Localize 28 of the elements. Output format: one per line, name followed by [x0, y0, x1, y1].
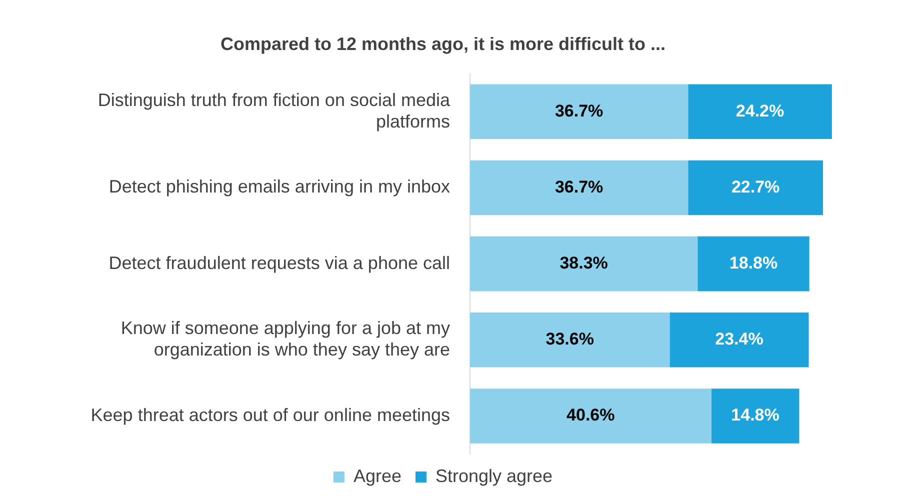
bar: [688, 84, 832, 140]
data-label: 23.4%: [715, 330, 764, 349]
data-label: 36.7%: [554, 101, 604, 120]
bar: [670, 312, 809, 368]
data-label: 38.3%: [560, 253, 608, 272]
data-label: 33.6%: [546, 330, 594, 349]
data-label: 24.2%: [736, 101, 784, 120]
legend-label: Strongly agree: [435, 466, 553, 486]
y-tick-label: Detect phishing emails arriving in my inbox: [108, 176, 450, 197]
legend-label: Agree: [353, 466, 402, 486]
data-label: 40.6%: [566, 406, 615, 425]
chart-title: Compared to 12 months ago, it is more difficult to ...: [220, 34, 666, 54]
bar: [470, 236, 698, 292]
bar: [470, 160, 688, 216]
y-tick-label: Keep threat actors out of our online meetings: [90, 404, 450, 425]
data-label: 36.7%: [554, 177, 604, 196]
y-tick-label: Distinguish truth from fiction on social media platforms: [98, 90, 451, 132]
bar: [470, 312, 670, 368]
y-tick-label: Know if someone applying for a job at my organization is who they say they are: [120, 318, 450, 360]
bar: [470, 388, 712, 444]
bar: [698, 236, 810, 292]
data-label: 18.8%: [729, 253, 778, 272]
bar: [711, 388, 800, 444]
bar: [688, 160, 824, 216]
data-label: 22.7%: [731, 177, 780, 196]
bar: [470, 84, 688, 140]
data-label: 14.8%: [731, 406, 780, 425]
y-tick-label: Detect fraudulent requests via a phone call: [108, 252, 450, 273]
